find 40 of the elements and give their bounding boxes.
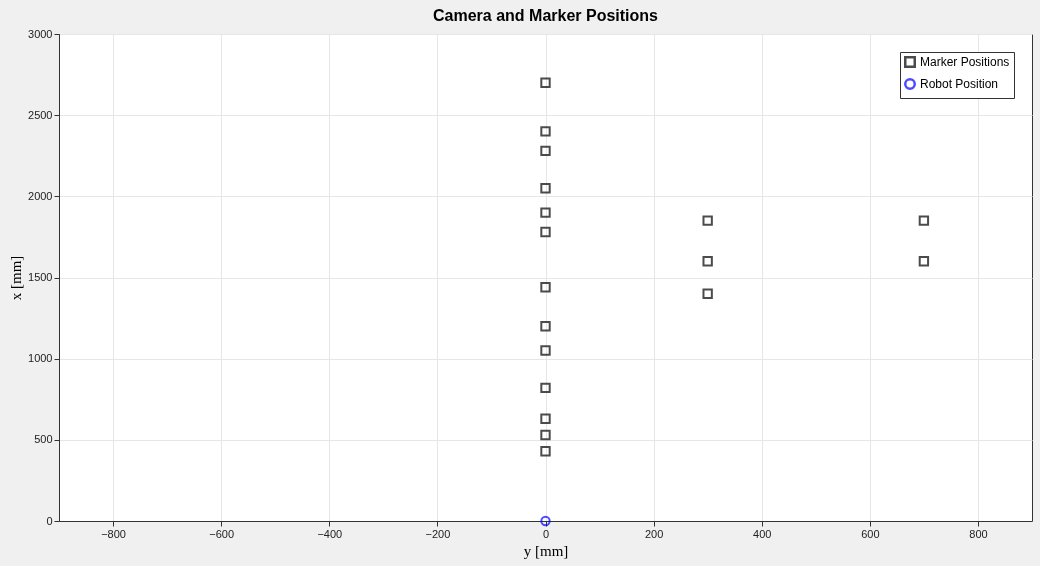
legend-label: Marker Positions xyxy=(920,55,1010,69)
point xyxy=(540,282,551,293)
point xyxy=(540,183,551,194)
point xyxy=(540,515,551,527)
point xyxy=(540,207,551,218)
point xyxy=(540,226,551,238)
x-tick-label: 0 xyxy=(542,527,550,540)
point xyxy=(540,321,551,332)
point xyxy=(540,126,551,137)
y-tick-label: 2500 xyxy=(28,108,53,121)
point xyxy=(702,288,713,299)
x-tick-label: −200 xyxy=(425,527,451,540)
x-axis-title: y [mm] xyxy=(523,542,569,559)
legend-label: Robot Position xyxy=(920,77,999,91)
x-tick-label: 600 xyxy=(861,527,880,540)
y-tick-label: 1500 xyxy=(28,271,53,283)
point xyxy=(540,145,551,157)
point xyxy=(918,256,930,267)
x-tick-label: −600 xyxy=(209,527,235,540)
y-tick-label: 3000 xyxy=(28,27,53,40)
x-tick-label: 800 xyxy=(969,527,988,540)
point xyxy=(540,446,551,457)
point xyxy=(540,382,551,394)
point xyxy=(540,345,551,356)
point xyxy=(702,256,713,267)
y-tick-label: 2000 xyxy=(28,189,53,202)
point xyxy=(540,413,551,424)
x-tick-label: 200 xyxy=(644,527,664,540)
y-axis-title: x [mm] xyxy=(8,255,25,301)
point xyxy=(702,215,713,226)
point xyxy=(918,215,930,226)
x-tick-label: −800 xyxy=(101,527,126,540)
y-tick-label: 1000 xyxy=(28,352,53,365)
chart-title: Camera and Marker Positions xyxy=(433,7,659,24)
y-tick-label: 500 xyxy=(34,433,53,446)
y-tick-label: 0 xyxy=(46,514,53,527)
x-tick-label: 400 xyxy=(753,527,772,540)
point xyxy=(540,77,551,88)
x-tick-label: −400 xyxy=(317,527,343,540)
point xyxy=(540,429,551,441)
